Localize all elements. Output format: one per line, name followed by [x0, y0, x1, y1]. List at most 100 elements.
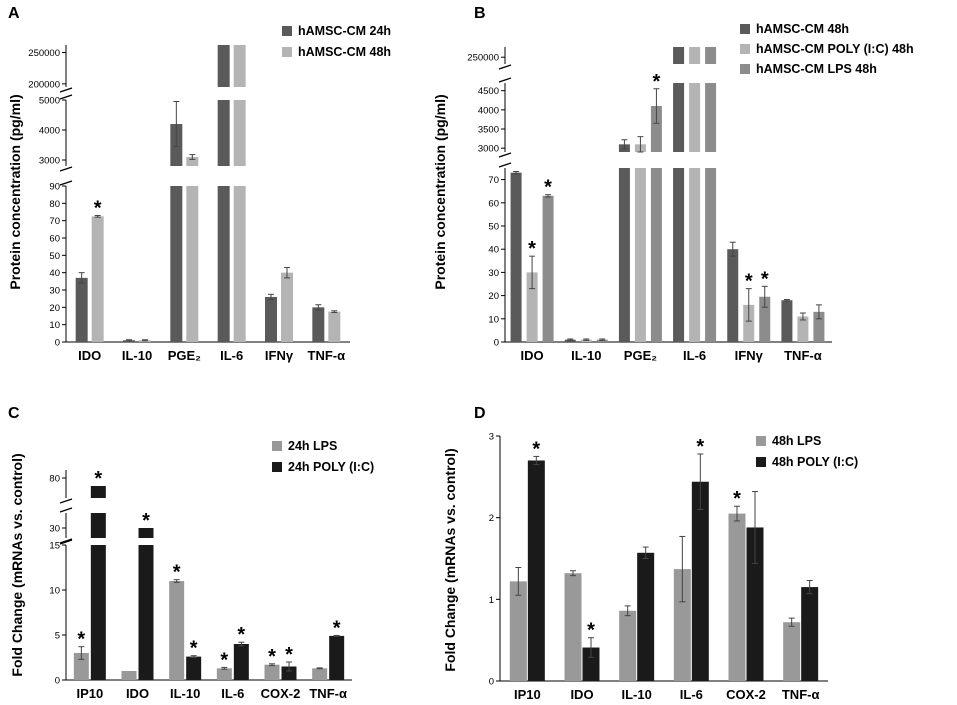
bar-hamsc-cm-lps-48h-2 — [650, 106, 662, 152]
legend-swatch — [272, 441, 282, 451]
x-tick-label: IP10 — [76, 686, 103, 701]
legend-label: 48h LPS — [772, 434, 821, 448]
y-tick-label: 20 — [49, 303, 60, 314]
bar-48h-poly-i-c--5 — [801, 587, 819, 681]
chart-b: 0102030405060703000350040004500250000***… — [432, 22, 914, 363]
y-tick-label: 0 — [489, 677, 494, 688]
bar-48h-lps-3 — [673, 569, 691, 681]
significance-star: * — [528, 238, 536, 260]
chart-d: 0 1 2 3 * * * * IP10 IDO IL-10 IL-6 COX-2 TNF-α Fold C… — [442, 432, 858, 703]
y-tick-label: 60 — [49, 234, 60, 245]
axis-break-mark — [59, 538, 73, 544]
bar-24h-lps-5 — [312, 668, 328, 680]
legend-label: hAMSC-CM 48h — [756, 22, 849, 36]
bar-hamsc-cm-48h-4 — [281, 272, 293, 342]
axis-break-mark — [498, 162, 512, 168]
bar-24h-lps-4 — [264, 664, 280, 680]
significance-star: * — [333, 617, 341, 639]
bars: * — [75, 45, 341, 342]
legend: 24h LPS 24h POLY (I:C) — [272, 439, 374, 474]
axis-break-mark — [59, 94, 73, 100]
y-tick-label: 30 — [488, 268, 499, 279]
x-tick-label: IL-6 — [680, 687, 703, 702]
axis-break-mark — [498, 152, 512, 158]
significance-star: * — [220, 649, 228, 671]
bar-hamsc-cm-48h-2 — [186, 157, 199, 166]
bar-24h-poly-i-c--0 — [90, 486, 106, 498]
y-tick-label: 3 — [489, 432, 494, 443]
bar-48h-lps-5 — [783, 622, 801, 681]
x-tick-label: IL-6 — [220, 348, 243, 363]
y-tick-label: 30 — [49, 286, 60, 297]
bar-hamsc-cm-poly-i-c-48h-2 — [634, 168, 646, 342]
significance-star: * — [285, 644, 293, 666]
significance-star: * — [761, 268, 769, 290]
significance-star: * — [544, 177, 552, 199]
y-tick-label: 2 — [489, 513, 494, 524]
bar-hamsc-cm-lps-48h-3 — [705, 168, 717, 342]
x-tick-label: IL-6 — [683, 348, 706, 363]
bar-hamsc-cm-lps-48h-0 — [542, 195, 554, 342]
x-tick-label: PGE₂ — [168, 348, 201, 363]
legend-label: hAMSC-CM 24h — [298, 24, 391, 38]
bar-hamsc-cm-48h-2 — [186, 186, 199, 342]
y-tick-label: 80 — [49, 474, 60, 485]
significance-star: * — [587, 620, 595, 642]
bar-hamsc-cm-48h-3 — [673, 168, 685, 342]
bar-hamsc-cm-poly-i-c-48h-3 — [689, 47, 701, 64]
legend-swatch — [740, 24, 750, 34]
x-tick-label: IL-10 — [122, 348, 152, 363]
y-tick-label: 10 — [49, 320, 60, 331]
significance-star: * — [77, 629, 85, 651]
axis-break-mark — [59, 166, 73, 172]
y-tick-label: 250000 — [467, 53, 499, 64]
bar-48h-poly-i-c--0 — [527, 460, 545, 681]
y-tick-label: 10 — [488, 314, 499, 325]
legend-label: hAMSC-CM POLY (I:C) 48h — [756, 42, 914, 56]
bar-24h-poly-i-c--3 — [233, 644, 249, 680]
bar-48h-lps-4 — [728, 513, 746, 681]
bar-hamsc-cm-48h-3 — [673, 47, 685, 64]
x-tick-label: TNF-α — [309, 686, 347, 701]
bar-hamsc-cm-24h-5 — [312, 307, 325, 342]
legend: hAMSC-CM 48h hAMSC-CM POLY (I:C) 48h hAMSC… — [740, 22, 914, 76]
x-tick-label: TNF-α — [308, 348, 346, 363]
legend-label: 48h POLY (I:C) — [772, 455, 858, 469]
legend-label: hAMSC-CM LPS 48h — [756, 62, 877, 76]
axis-break-mark — [59, 498, 73, 504]
panel-label-d: D — [474, 405, 486, 422]
significance-star: * — [532, 438, 540, 460]
x-tick-label: TNF-α — [782, 687, 820, 702]
x-tick-label: IL-10 — [170, 686, 200, 701]
axis-break-mark — [498, 64, 512, 70]
y-tick-label: 4000 — [39, 126, 60, 137]
bar-hamsc-cm-poly-i-c-48h-5 — [797, 316, 809, 342]
y-tick-label: 10 — [49, 586, 60, 597]
y-tick-label: 70 — [488, 175, 499, 186]
bar-24h-lps-2 — [169, 581, 185, 680]
x-tick-label: COX-2 — [726, 687, 766, 702]
bar-24h-lps-0 — [73, 653, 89, 680]
bar-hamsc-cm-lps-48h-5 — [813, 311, 825, 342]
legend-label: hAMSC-CM 48h — [298, 45, 391, 59]
bar-hamsc-cm-24h-3 — [217, 186, 230, 342]
bar-48h-poly-i-c--1 — [582, 647, 600, 681]
y-tick-label: 0 — [494, 338, 499, 349]
y-axis: 0 1 2 3 — [489, 432, 501, 688]
y-tick-label: 250000 — [28, 48, 60, 59]
y-tick-label: 3000 — [39, 156, 60, 167]
chart-a: 0 10 20 30 40 50 60 70 80 90 3000 4000 5000 200000 250… — [7, 24, 391, 363]
bar-hamsc-cm-poly-i-c-48h-0 — [526, 272, 538, 342]
bar-hamsc-cm-48h-3 — [673, 83, 685, 152]
legend-label: 24h POLY (I:C) — [288, 460, 374, 474]
y-axis-label: Protein concentration (pg/ml) — [7, 94, 23, 289]
x-tick-label: IFNγ — [265, 348, 294, 363]
bar-48h-poly-i-c--4 — [746, 527, 764, 681]
significance-star: * — [653, 71, 661, 93]
y-axis: 0 10 20 30 40 50 60 70 80 90 3000 4000 5000 200000 250… — [28, 45, 73, 349]
bar-hamsc-cm-48h-3 — [233, 45, 246, 87]
y-tick-label: 3000 — [478, 144, 499, 155]
bars: * * * * * * * * * * — [73, 468, 345, 680]
x-tick-label: COX-2 — [261, 686, 301, 701]
